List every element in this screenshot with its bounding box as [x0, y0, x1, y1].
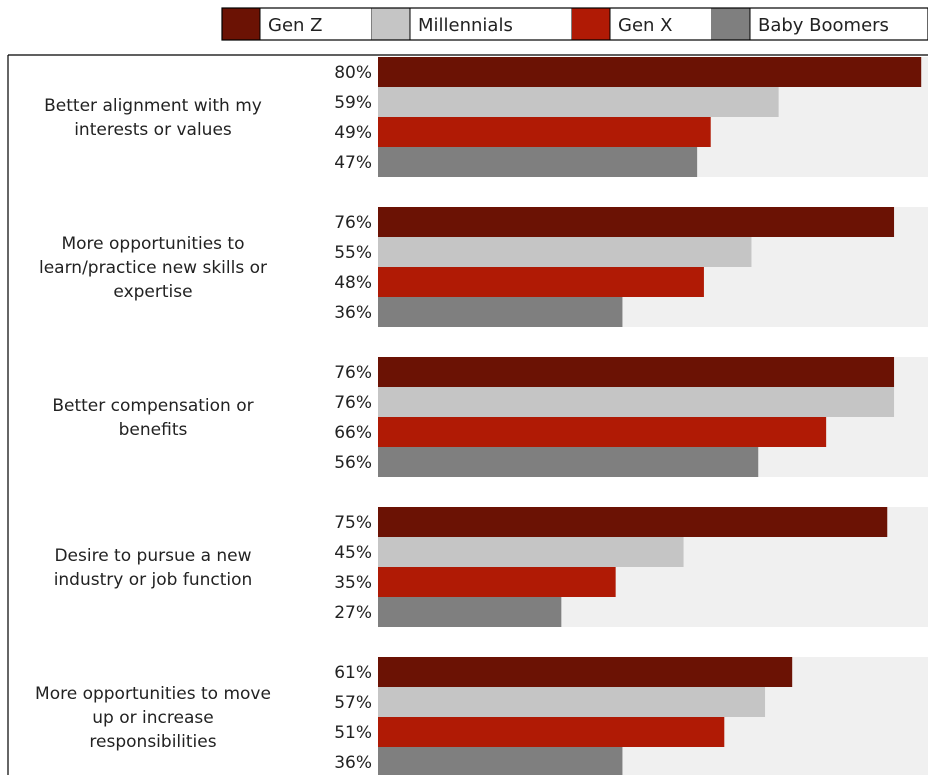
bar-millennials: [378, 537, 684, 567]
bar-millennials: [378, 687, 766, 717]
data-label: 57%: [334, 693, 372, 713]
data-label: 36%: [334, 303, 372, 323]
data-label: 59%: [334, 93, 372, 113]
data-label: 47%: [334, 153, 372, 173]
legend-label-gen-x: Gen X: [618, 15, 672, 36]
data-label: 35%: [334, 573, 372, 593]
category-label: interests or values: [74, 120, 232, 140]
data-label: 36%: [334, 753, 372, 773]
legend-swatch-gen-x: [572, 8, 610, 40]
data-label: 66%: [334, 423, 372, 443]
data-label: 80%: [334, 63, 372, 83]
data-label: 45%: [334, 543, 372, 563]
legend-box-millennials: [409, 7, 573, 41]
plot-area: 80% 59% 49% 47% Better alignment with my inte…: [35, 57, 928, 775]
data-label: 55%: [334, 243, 372, 263]
bar-gen-z: [378, 357, 895, 387]
legend-swatch-millennials: [372, 8, 410, 40]
category-label: Desire to pursue a new: [54, 546, 251, 566]
legend-frame: [221, 7, 928, 41]
legend-label-gen-z: Gen Z: [268, 15, 322, 36]
bar-millennials: [378, 87, 779, 117]
category-label: Better compensation or: [52, 396, 253, 416]
category-label: up or increase: [92, 708, 213, 728]
bar-gen-z: [378, 657, 793, 687]
bar-baby-boomers: [378, 297, 623, 327]
data-label: 76%: [334, 213, 372, 233]
category-label: More opportunities to move: [35, 684, 271, 704]
bar-gen-z: [378, 507, 888, 537]
data-label: 27%: [334, 603, 372, 623]
category-label: benefits: [119, 420, 188, 440]
legend-box-gen-z: [259, 7, 373, 41]
category-label: responsibilities: [89, 732, 216, 752]
bar-gen-x: [378, 717, 725, 747]
data-label: 76%: [334, 393, 372, 413]
category-label: Better alignment with my: [44, 96, 262, 116]
bar-baby-boomers: [378, 147, 698, 177]
bar-millennials: [378, 387, 895, 417]
bar-gen-x: [378, 267, 704, 297]
data-label: 56%: [334, 453, 372, 473]
bar-baby-boomers: [378, 597, 562, 627]
bar-baby-boomers: [378, 447, 759, 477]
legend-label-millennials: Millennials: [418, 15, 513, 36]
bar-gen-z: [378, 57, 922, 87]
data-label: 48%: [334, 273, 372, 293]
bar-gen-z: [378, 207, 895, 237]
bar-baby-boomers: [378, 747, 623, 775]
data-label: 51%: [334, 723, 372, 743]
legend-label-baby-boomers: Baby Boomers: [758, 15, 889, 36]
legend-swatch-baby-boomers: [712, 8, 750, 40]
category-label: learn/practice new skills or: [39, 258, 267, 278]
bar-gen-x: [378, 567, 616, 597]
data-label: 75%: [334, 513, 372, 533]
bar-gen-x: [378, 417, 827, 447]
category-label: expertise: [113, 282, 192, 302]
data-label: 61%: [334, 663, 372, 683]
legend: Gen Z Millennials Gen X Baby Boomers: [221, 7, 928, 41]
bar-gen-x: [378, 117, 711, 147]
category-label: industry or job function: [54, 570, 253, 590]
bar-millennials: [378, 237, 752, 267]
legend-swatch-gen-z: [222, 8, 260, 40]
category-label: More opportunities to: [61, 234, 244, 254]
data-label: 49%: [334, 123, 372, 143]
data-label: 76%: [334, 363, 372, 383]
